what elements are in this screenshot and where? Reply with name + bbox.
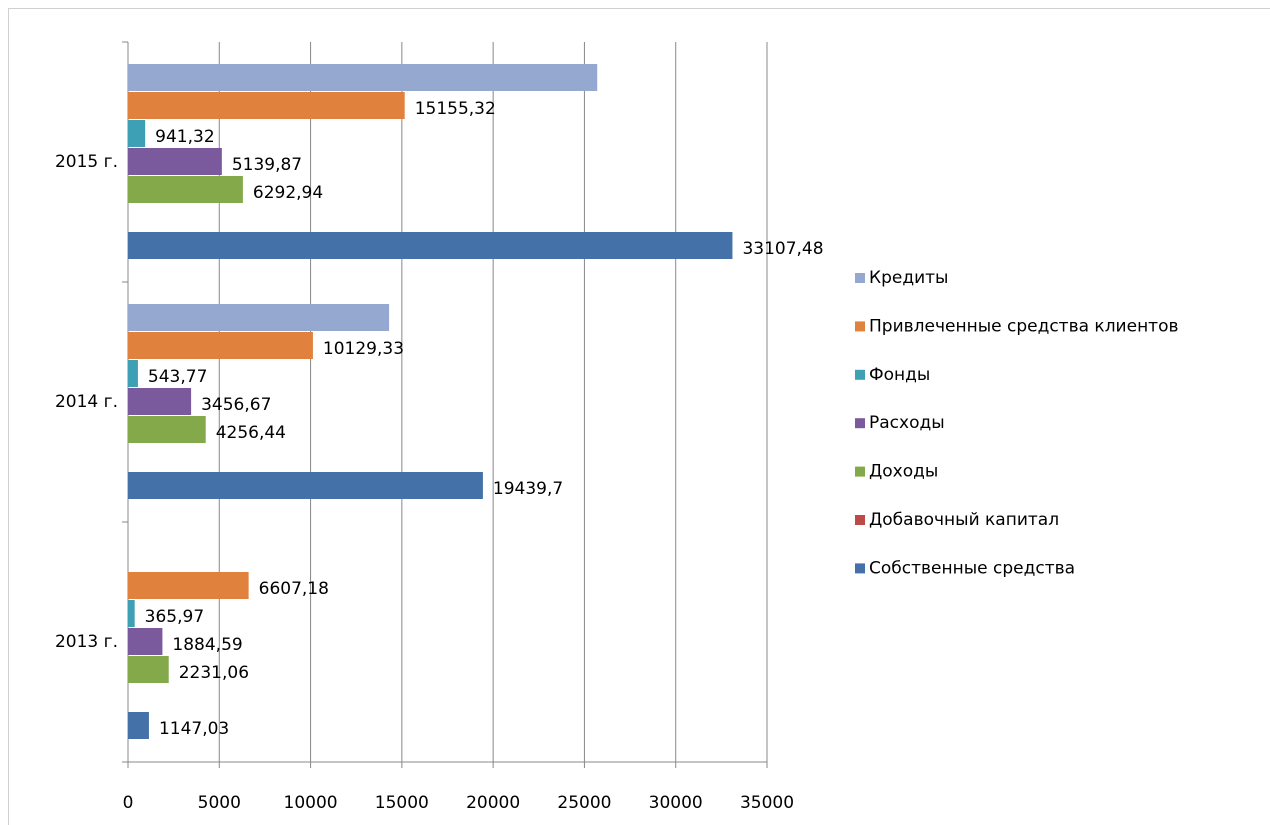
data-label: 543,77 [148,367,207,387]
y-tick-label: 2014 г. [55,392,118,412]
legend-swatch [855,466,865,477]
bar [128,148,222,175]
bar [128,360,138,387]
data-label: 3456,67 [201,395,271,415]
data-label: 15155,32 [415,99,496,119]
bar [128,120,146,147]
bar [128,304,390,331]
data-label: 2231,06 [179,663,249,683]
bar [128,92,405,119]
legend-label: Собственные средства [869,558,1075,578]
data-label: 19439,7 [493,479,563,499]
x-tick-label: 0 [123,793,134,813]
bar [128,656,169,683]
data-label: 6607,18 [259,579,329,599]
chart-frame [8,8,1270,825]
data-label: 10129,33 [323,339,404,359]
y-tick-label: 2013 г. [55,632,118,652]
legend-label: Доходы [869,462,938,482]
bar [128,64,598,91]
legend-swatch [855,563,865,574]
bar [128,472,483,499]
legend-label: Привлеченные средства клиентов [869,316,1179,336]
legend-label: Фонды [869,365,930,385]
y-tick-label: 2015 г. [55,152,118,172]
bar [128,628,163,655]
x-tick-label: 5000 [198,793,241,813]
bar [128,712,149,739]
bar [128,232,733,259]
bar [128,332,313,359]
legend-label: Расходы [869,413,945,433]
legend-label: Кредиты [869,268,948,288]
legend-swatch [855,273,865,283]
x-tick-label: 25000 [557,793,611,813]
data-label: 33107,48 [742,239,823,259]
data-label: 365,97 [145,607,204,627]
x-tick-label: 35000 [740,793,794,813]
data-label: 1147,03 [159,719,229,739]
data-label: 5139,87 [232,155,302,175]
legend-label: Добавочный капитал [869,510,1059,530]
data-label: 1884,59 [172,635,242,655]
legend-swatch [855,418,865,429]
bar [128,572,249,599]
legend-swatch [855,321,865,332]
legend-swatch [855,515,865,525]
bar [128,416,206,443]
x-tick-label: 20000 [466,793,520,813]
x-tick-label: 10000 [284,793,338,813]
bar [128,600,135,627]
legend-swatch [855,369,865,380]
data-label: 941,32 [155,127,214,147]
bar [128,176,243,203]
bar [128,388,192,415]
data-label: 4256,44 [216,423,286,443]
data-label: 6292,94 [253,183,323,203]
x-tick-label: 30000 [649,793,703,813]
x-tick-label: 15000 [375,793,429,813]
